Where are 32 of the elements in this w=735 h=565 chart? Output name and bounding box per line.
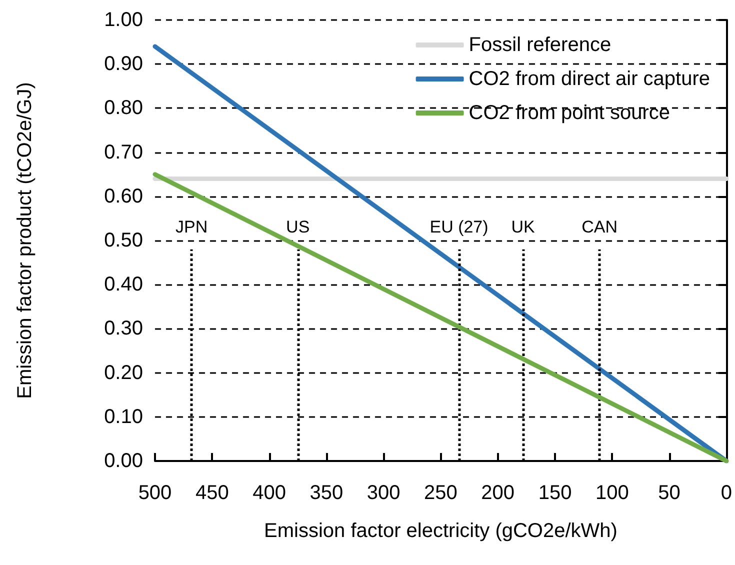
legend-label: Fossil reference xyxy=(468,34,612,56)
y-axis-title: Emission factor product (tCO2e/GJ) xyxy=(14,82,36,399)
x-tick-label: 0 xyxy=(720,482,732,504)
ref-line-label: JPN xyxy=(176,217,208,236)
x-tick-label: 400 xyxy=(252,482,286,504)
ref-line-label: US xyxy=(286,217,310,236)
x-tick-label: 150 xyxy=(538,482,572,504)
x-tick-label: 200 xyxy=(481,482,515,504)
y-tick-label: 0.50 xyxy=(104,230,143,252)
x-tick-label: 450 xyxy=(195,482,229,504)
ref-line-label: UK xyxy=(511,217,536,236)
x-tick-label: 500 xyxy=(138,482,172,504)
y-tick-label: 0.70 xyxy=(104,141,143,164)
x-tick-label: 250 xyxy=(424,482,458,504)
x-tick-label: 50 xyxy=(658,482,680,504)
y-tick-label: 0.80 xyxy=(104,97,143,120)
y-tick-label: 0.60 xyxy=(104,185,143,208)
y-tick-label: 0.10 xyxy=(104,406,143,428)
y-tick-label: 1.00 xyxy=(104,9,143,31)
x-tick-label: 100 xyxy=(595,482,629,504)
ref-line-label: EU (27) xyxy=(430,217,488,236)
x-axis-title: Emission factor electricity (gCO2e/kWh) xyxy=(264,520,618,542)
y-tick-label: 0.00 xyxy=(104,450,143,472)
legend-label: CO2 from point source xyxy=(468,102,670,124)
y-tick-label: 0.90 xyxy=(104,53,143,76)
y-tick-label: 0.20 xyxy=(104,362,143,384)
y-tick-label: 0.40 xyxy=(104,274,143,296)
legend-label: CO2 from direct air capture xyxy=(468,68,710,90)
ref-line-label: CAN xyxy=(582,217,618,236)
x-tick-label: 350 xyxy=(310,482,344,504)
y-tick-label: 0.30 xyxy=(104,318,143,340)
x-tick-label: 300 xyxy=(366,482,400,504)
